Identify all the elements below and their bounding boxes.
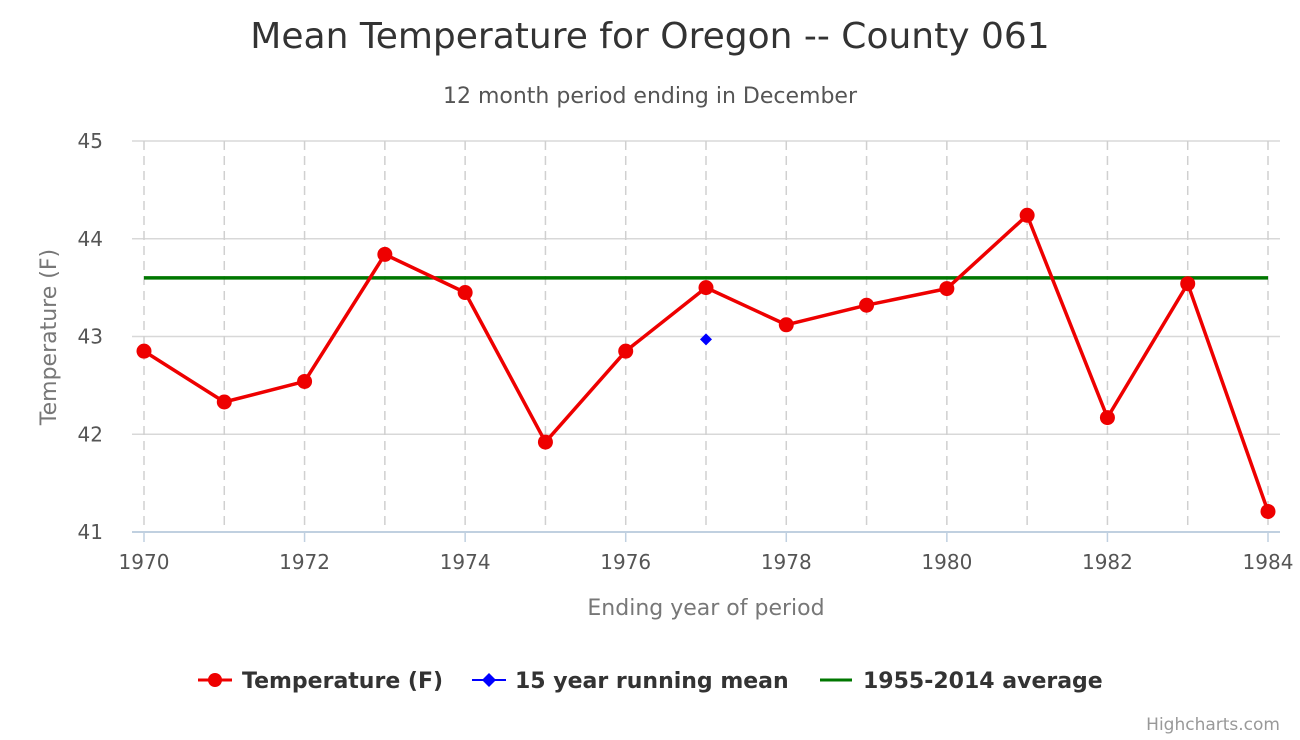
legend-symbol-temperature-marker	[208, 673, 222, 687]
temperature-point[interactable]	[1019, 207, 1035, 223]
y-tick-label: 45	[78, 129, 103, 153]
y-tick-label: 41	[78, 520, 103, 544]
legend-item-running-mean[interactable]: 15 year running mean	[472, 669, 789, 694]
y-tick-label: 43	[78, 325, 103, 349]
temperature-point[interactable]	[297, 373, 313, 389]
grid	[132, 140, 1280, 532]
temperature-point[interactable]	[537, 434, 553, 450]
x-tick-label: 1982	[1082, 550, 1133, 574]
credit-link[interactable]: Highcharts.com	[1146, 715, 1280, 735]
temperature-point[interactable]	[618, 343, 634, 359]
x-tick-label: 1980	[921, 550, 972, 574]
chart-subtitle: 12 month period ending in December	[443, 84, 858, 109]
legend-label-temperature: Temperature (F)	[242, 669, 443, 694]
y-tick-label: 42	[78, 422, 103, 446]
legend-item-temperature[interactable]: Temperature (F)	[198, 669, 443, 694]
temperature-point[interactable]	[1099, 410, 1115, 426]
temperature-point[interactable]	[778, 317, 794, 333]
temperature-point[interactable]	[377, 246, 393, 262]
running-mean-point[interactable]	[700, 333, 712, 346]
temperature-line	[143, 213, 1270, 513]
x-tick-label: 1972	[279, 550, 330, 574]
temperature-point[interactable]	[457, 285, 473, 301]
temperature-point[interactable]	[136, 343, 152, 359]
temperature-point[interactable]	[698, 280, 714, 296]
temperature-point[interactable]	[216, 394, 232, 410]
legend-label-average: 1955-2014 average	[863, 669, 1103, 694]
legend-label-running-mean: 15 year running mean	[515, 669, 789, 694]
x-tick-label: 1976	[600, 550, 651, 574]
series	[136, 207, 1276, 519]
x-tick-label: 1978	[761, 550, 812, 574]
y-axis-title: Temperature (F)	[37, 249, 62, 426]
temperature-point[interactable]	[939, 281, 955, 297]
temperature-point[interactable]	[1260, 503, 1276, 519]
x-tick-label: 1974	[440, 550, 491, 574]
temperature-point[interactable]	[1180, 276, 1196, 292]
x-tick-label: 1970	[119, 550, 170, 574]
temperature-point[interactable]	[859, 297, 875, 313]
x-tick-label: 1984	[1243, 550, 1294, 574]
legend: Temperature (F) 15 year running mean 195…	[198, 669, 1103, 694]
x-axis-title: Ending year of period	[587, 596, 824, 621]
axes: 41 42 43 44 45 1970 1972 1974 1976 1978 1980 1982 19…	[78, 129, 1294, 574]
legend-item-average[interactable]: 1955-2014 average	[820, 669, 1103, 694]
legend-symbol-running-mean-marker	[482, 673, 496, 687]
chart-title: Mean Temperature for Oregon -- County 06…	[250, 16, 1049, 57]
y-tick-label: 44	[78, 227, 103, 251]
